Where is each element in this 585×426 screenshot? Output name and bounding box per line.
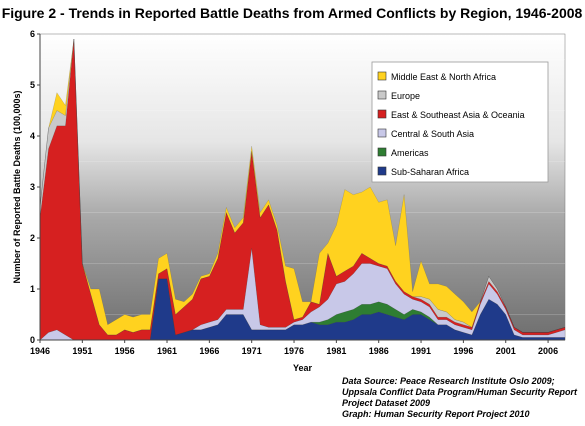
area-americas xyxy=(40,278,565,341)
y-tick-label: 1 xyxy=(30,284,35,294)
legend-swatch xyxy=(377,166,387,176)
y-tick-label: 4 xyxy=(30,131,35,141)
legend-label: Sub-Saharan Africa xyxy=(391,167,469,177)
source-note: Data Source: Peace Research Institute Os… xyxy=(342,376,578,419)
x-tick-label: 2001 xyxy=(496,346,516,356)
legend: Middle East & North Africa Europe East & S… xyxy=(371,61,549,183)
x-tick-label: 1946 xyxy=(30,346,50,356)
source-line-4: Graph: Human Security Report Project 201… xyxy=(342,409,530,419)
area-series xyxy=(39,39,566,341)
axes: 0 1 2 3 4 5 6 1946 1951 1956 1961 1966 1971 1976 1981 1… xyxy=(30,29,565,356)
source-line-1: Data Source: Peace Research Institute Os… xyxy=(342,376,555,386)
legend-swatch xyxy=(377,109,387,119)
legend-label: Middle East & North Africa xyxy=(391,72,496,82)
x-tick-label: 1966 xyxy=(199,346,219,356)
legend-swatch xyxy=(377,90,387,100)
legend-swatch xyxy=(377,147,387,157)
x-tick-label: 1996 xyxy=(453,346,473,356)
x-tick-label: 1976 xyxy=(284,346,304,356)
y-tick-label: 2 xyxy=(30,233,35,243)
y-tick-label: 0 xyxy=(30,335,35,345)
x-tick-label: 1986 xyxy=(369,346,389,356)
legend-box xyxy=(371,61,549,183)
source-line-3: Project Dataset 2009 xyxy=(342,398,430,408)
legend-swatch xyxy=(377,128,387,138)
x-tick-label: 1956 xyxy=(115,346,135,356)
x-tick-label: 1981 xyxy=(326,346,346,356)
x-tick-label: 2006 xyxy=(538,346,558,356)
y-axis-label: Number of Reported Battle Deaths (100,00… xyxy=(12,90,22,283)
legend-label: Europe xyxy=(391,91,420,101)
source-line-2: Uppsala Conflict Data Program/Human Secu… xyxy=(342,387,578,397)
x-tick-label: 1951 xyxy=(72,346,92,356)
legend-label: Central & South Asia xyxy=(391,129,474,139)
legend-swatch xyxy=(377,71,387,81)
legend-label: East & Southeast Asia & Oceania xyxy=(391,110,525,120)
x-tick-label: 1961 xyxy=(157,346,177,356)
area-middle-east-north-africa xyxy=(39,39,566,336)
x-tick-label: 1971 xyxy=(242,346,262,356)
x-tick-label: 1991 xyxy=(411,346,431,356)
chart-title: Figure 2 - Trends in Reported Battle Dea… xyxy=(2,5,583,21)
y-tick-label: 6 xyxy=(30,29,35,39)
legend-label: Americas xyxy=(391,148,429,158)
y-tick-label: 3 xyxy=(30,182,35,192)
x-axis-label: Year xyxy=(293,363,313,373)
y-tick-label: 5 xyxy=(30,80,35,90)
